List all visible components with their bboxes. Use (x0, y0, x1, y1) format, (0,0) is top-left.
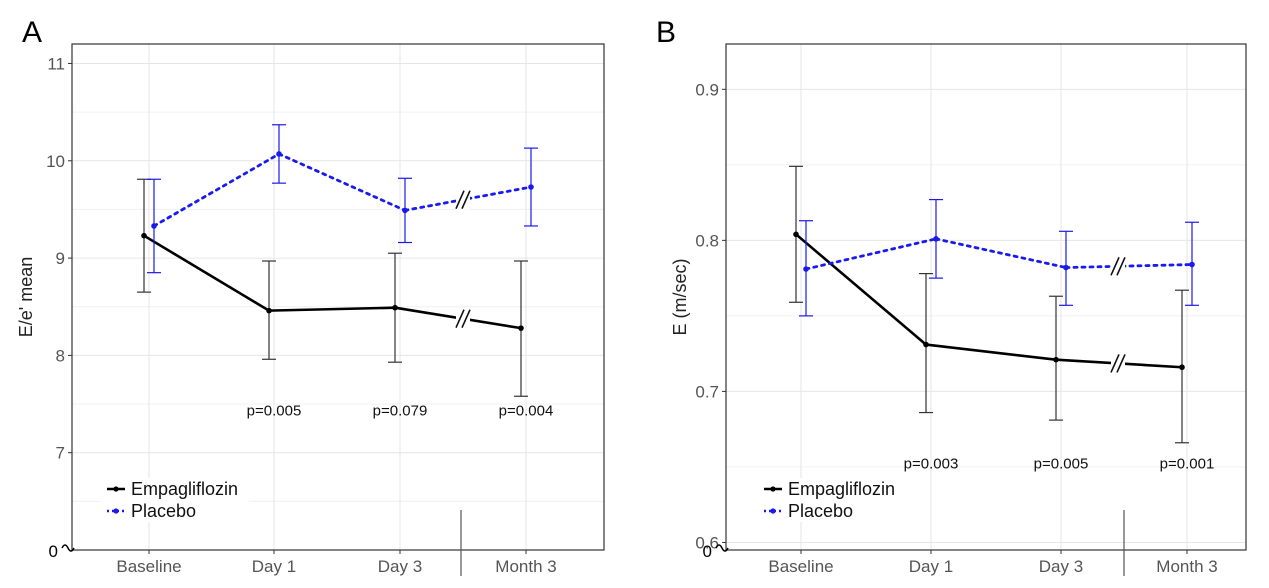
legend-item-placebo: Placebo (107, 501, 196, 521)
legend-item-empagliflozin: Empagliflozin (764, 479, 895, 499)
p-value-annotation: p=0.001 (1160, 455, 1215, 472)
legend-background (758, 478, 906, 522)
p-value-annotation: p=0.005 (1034, 455, 1089, 472)
legend-item-empagliflozin: Empagliflozin (107, 479, 238, 499)
x-tick-label: Baseline (116, 557, 181, 576)
y-tick-label: 11 (47, 54, 65, 73)
p-value-annotation: p=0.079 (373, 403, 428, 420)
data-point (266, 307, 272, 314)
y-tick-label: 0.9 (695, 80, 719, 99)
chart-panel-b: B 0.6 0.7 0.8 0.9 0 Baseline Day 1 Day 3 Month 3 E… (656, 16, 1247, 576)
axis-break-symbol (61, 544, 75, 552)
series-line-segment (804, 237, 938, 271)
series-empagliflozin (137, 178, 528, 397)
y-tick-label: 10 (46, 152, 65, 171)
break-slash (461, 309, 471, 329)
series-line-segment (1064, 263, 1194, 269)
x-tick-label: Day 3 (1039, 557, 1083, 576)
data-point (933, 236, 939, 242)
panel-label: A (22, 16, 42, 49)
break-slash (1110, 256, 1120, 276)
series-line-segment (924, 343, 1058, 361)
axis-break-gap (1111, 256, 1125, 277)
legend-label: Empagliflozin (131, 479, 238, 499)
legend-label: Placebo (788, 501, 853, 521)
x-tick-label: Month 3 (495, 557, 556, 576)
break-slash (1116, 354, 1126, 373)
x-tick-label: Month 3 (1156, 557, 1217, 576)
axis-break-gap (456, 308, 470, 329)
data-point (392, 304, 398, 311)
x-tick-label: Baseline (768, 557, 833, 576)
y-tick-label: 7 (56, 444, 65, 463)
p-value-annotation: p=0.004 (499, 403, 554, 420)
p-value-annotation: p=0.003 (904, 455, 959, 472)
data-point (1179, 364, 1185, 371)
legend-label: Empagliflozin (788, 479, 895, 499)
break-slash (1116, 256, 1126, 276)
data-point (803, 266, 809, 272)
data-point (793, 231, 799, 238)
y-tick-label: 8 (56, 346, 65, 365)
data-point (923, 341, 929, 348)
plot-frame (725, 43, 1247, 551)
break-slash (1110, 354, 1120, 373)
y-axis-label: E/e' mean (16, 257, 36, 337)
data-point (1053, 356, 1059, 363)
series-placebo (147, 124, 538, 274)
legend-item-placebo: Placebo (764, 501, 853, 521)
legend-background (101, 478, 249, 522)
legend-marker (770, 508, 776, 514)
axis-break-symbol (715, 544, 729, 552)
y-tick-label: 0.8 (695, 231, 719, 250)
series-empagliflozin (789, 165, 1189, 444)
y-axis-break-label: 0 (49, 542, 58, 561)
data-point (402, 207, 408, 214)
series-line-segment (152, 152, 281, 228)
data-point (1189, 261, 1195, 268)
y-axis-break-label: 0 (703, 542, 712, 561)
x-tick-label: Day 1 (909, 557, 953, 576)
y-tick-label: 9 (56, 249, 65, 268)
series-line-segment (934, 237, 1068, 269)
series-placebo (799, 198, 1199, 317)
data-point (1063, 264, 1069, 271)
axis-break-gap (456, 189, 470, 210)
x-tick-label: Day 3 (378, 557, 422, 576)
y-tick-label: 0.7 (695, 382, 719, 401)
legend-marker (113, 508, 119, 514)
break-slash (461, 190, 471, 209)
series-line-segment (267, 306, 397, 312)
panel-label: B (656, 16, 676, 49)
p-value-annotation: p=0.005 (247, 403, 302, 420)
series-line-segment (794, 233, 928, 346)
series-line-segment (277, 152, 407, 212)
y-axis-label: E (m/sec) (670, 258, 690, 335)
x-tick-label: Day 1 (252, 557, 296, 576)
series-line-segment (142, 234, 271, 312)
data-point (518, 325, 524, 331)
break-slash (455, 190, 465, 209)
data-point (141, 232, 147, 239)
legend-marker (113, 486, 119, 492)
legend-label: Placebo (131, 501, 196, 521)
data-point (528, 184, 534, 190)
y-tick-label: 0.6 (695, 533, 719, 552)
plot-frame (71, 43, 605, 551)
chart-panel-a: A 7 8 9 10 11 0 Baseline Day 1 Day 3 Month 3 E/e' m… (16, 16, 605, 576)
break-slash (455, 309, 465, 329)
legend-marker (770, 486, 776, 492)
data-point (151, 223, 157, 229)
axis-break-gap (1111, 353, 1125, 374)
data-point (276, 151, 282, 157)
